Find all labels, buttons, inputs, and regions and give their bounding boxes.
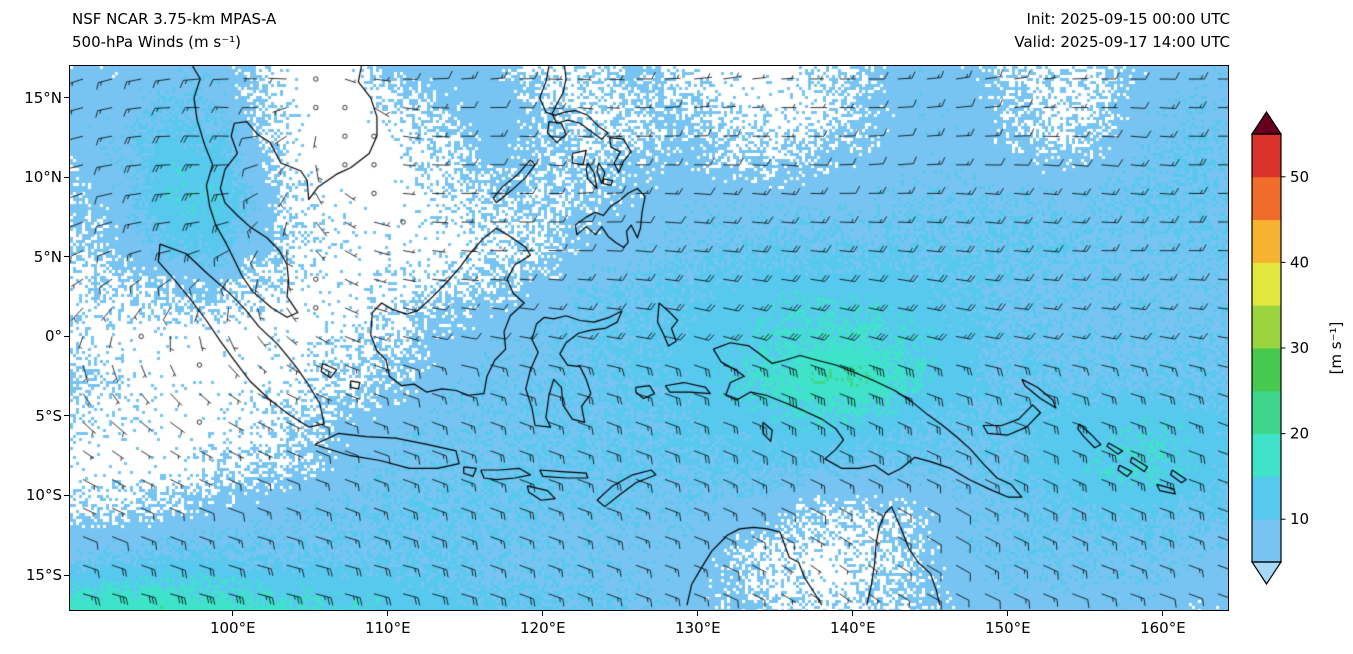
y-tick: [64, 176, 69, 178]
plot-title-line2: 500-hPa Winds (m s⁻¹): [72, 33, 241, 51]
y-tick: [64, 494, 69, 496]
wind-map-canvas: [70, 66, 1228, 610]
colorbar-tick-label: 40: [1290, 253, 1309, 271]
colorbar-under-arrow: [1250, 561, 1283, 586]
colorbar-segment: [1252, 348, 1281, 392]
colorbar-tick-label: 50: [1290, 168, 1309, 186]
x-tick: [1007, 611, 1009, 616]
colorbar-segment: [1252, 476, 1281, 520]
plot-title-line1: NSF NCAR 3.75-km MPAS-A: [72, 10, 277, 28]
y-tick-label: 5°S: [35, 406, 62, 425]
colorbar-segment: [1252, 176, 1281, 221]
x-tick: [697, 611, 699, 616]
colorbar-axis-label: [m s⁻¹]: [1327, 322, 1345, 375]
init-time-label: Init: 2025-09-15 00:00 UTC: [1026, 10, 1230, 28]
x-tick-label: 140°E: [830, 619, 876, 637]
colorbar-tick-label: 30: [1290, 339, 1309, 357]
colorbar-segment: [1252, 390, 1281, 435]
colorbar: 10 20 30 40 50 [m s⁻¹]: [1245, 100, 1353, 620]
colorbar-tick-label: 20: [1290, 425, 1309, 443]
y-tick: [64, 335, 69, 337]
plot-title: NSF NCAR 3.75-km MPAS-A 500-hPa Winds (m…: [72, 8, 276, 54]
map-plot-area: [69, 65, 1229, 611]
y-tick-label: 15°S: [25, 566, 62, 584]
x-tick-label: 100°E: [209, 619, 256, 637]
y-tick-label: 10°S: [25, 486, 62, 505]
colorbar-segment: [1252, 305, 1281, 349]
x-tick: [852, 611, 854, 616]
x-tick-label: 150°E: [985, 619, 1031, 637]
x-tick-label: 160°E: [1140, 619, 1186, 637]
y-tick: [64, 574, 69, 576]
x-tick: [1162, 611, 1164, 616]
y-tick-label: 5°N: [33, 247, 62, 266]
colorbar-segment: [1252, 262, 1281, 306]
x-tick-label: 110°E: [364, 619, 411, 637]
x-tick: [232, 611, 234, 616]
x-tick: [542, 611, 544, 616]
colorbar-segment: [1252, 219, 1281, 263]
colorbar-segment: [1252, 134, 1281, 178]
y-tick-label: 0°: [44, 327, 62, 346]
y-tick: [64, 415, 69, 417]
x-tick-label: 130°E: [675, 619, 721, 637]
x-tick: [387, 611, 389, 616]
colorbar-svg: 10 20 30 40 50 [m s⁻¹]: [1250, 110, 1345, 586]
valid-time-label: Valid: 2025-09-17 14:00 UTC: [1014, 33, 1230, 51]
colorbar-over-arrow: [1250, 110, 1283, 135]
run-info: Init: 2025-09-15 00:00 UTC Valid: 2025-0…: [830, 8, 1230, 54]
y-tick: [64, 256, 69, 258]
y-tick-label: 15°N: [24, 88, 62, 107]
colorbar-tick-label: 10: [1290, 510, 1309, 528]
y-tick: [64, 97, 69, 99]
x-tick-label: 120°E: [519, 619, 566, 637]
colorbar-segment: [1252, 519, 1281, 563]
y-tick-label: 10°N: [24, 168, 62, 187]
colorbar-segment: [1252, 433, 1281, 477]
